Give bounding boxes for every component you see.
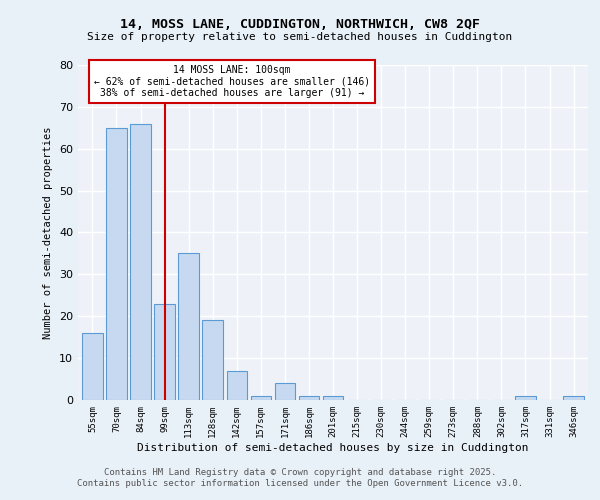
Bar [227, 370, 247, 400]
Bar [130, 124, 151, 400]
X-axis label: Distribution of semi-detached houses by size in Cuddington: Distribution of semi-detached houses by … [137, 442, 529, 452]
Y-axis label: Number of semi-detached properties: Number of semi-detached properties [43, 126, 53, 339]
Bar [515, 396, 536, 400]
Bar [275, 383, 295, 400]
Text: Size of property relative to semi-detached houses in Cuddington: Size of property relative to semi-detach… [88, 32, 512, 42]
Text: 14 MOSS LANE: 100sqm
← 62% of semi-detached houses are smaller (146)
38% of semi: 14 MOSS LANE: 100sqm ← 62% of semi-detac… [94, 65, 370, 98]
Bar [563, 396, 584, 400]
Bar [202, 320, 223, 400]
Bar [299, 396, 319, 400]
Bar [251, 396, 271, 400]
Bar [82, 333, 103, 400]
Bar [106, 128, 127, 400]
Bar [154, 304, 175, 400]
Text: 14, MOSS LANE, CUDDINGTON, NORTHWICH, CW8 2QF: 14, MOSS LANE, CUDDINGTON, NORTHWICH, CW… [120, 18, 480, 30]
Bar [178, 254, 199, 400]
Text: Contains HM Land Registry data © Crown copyright and database right 2025.
Contai: Contains HM Land Registry data © Crown c… [77, 468, 523, 487]
Bar [323, 396, 343, 400]
